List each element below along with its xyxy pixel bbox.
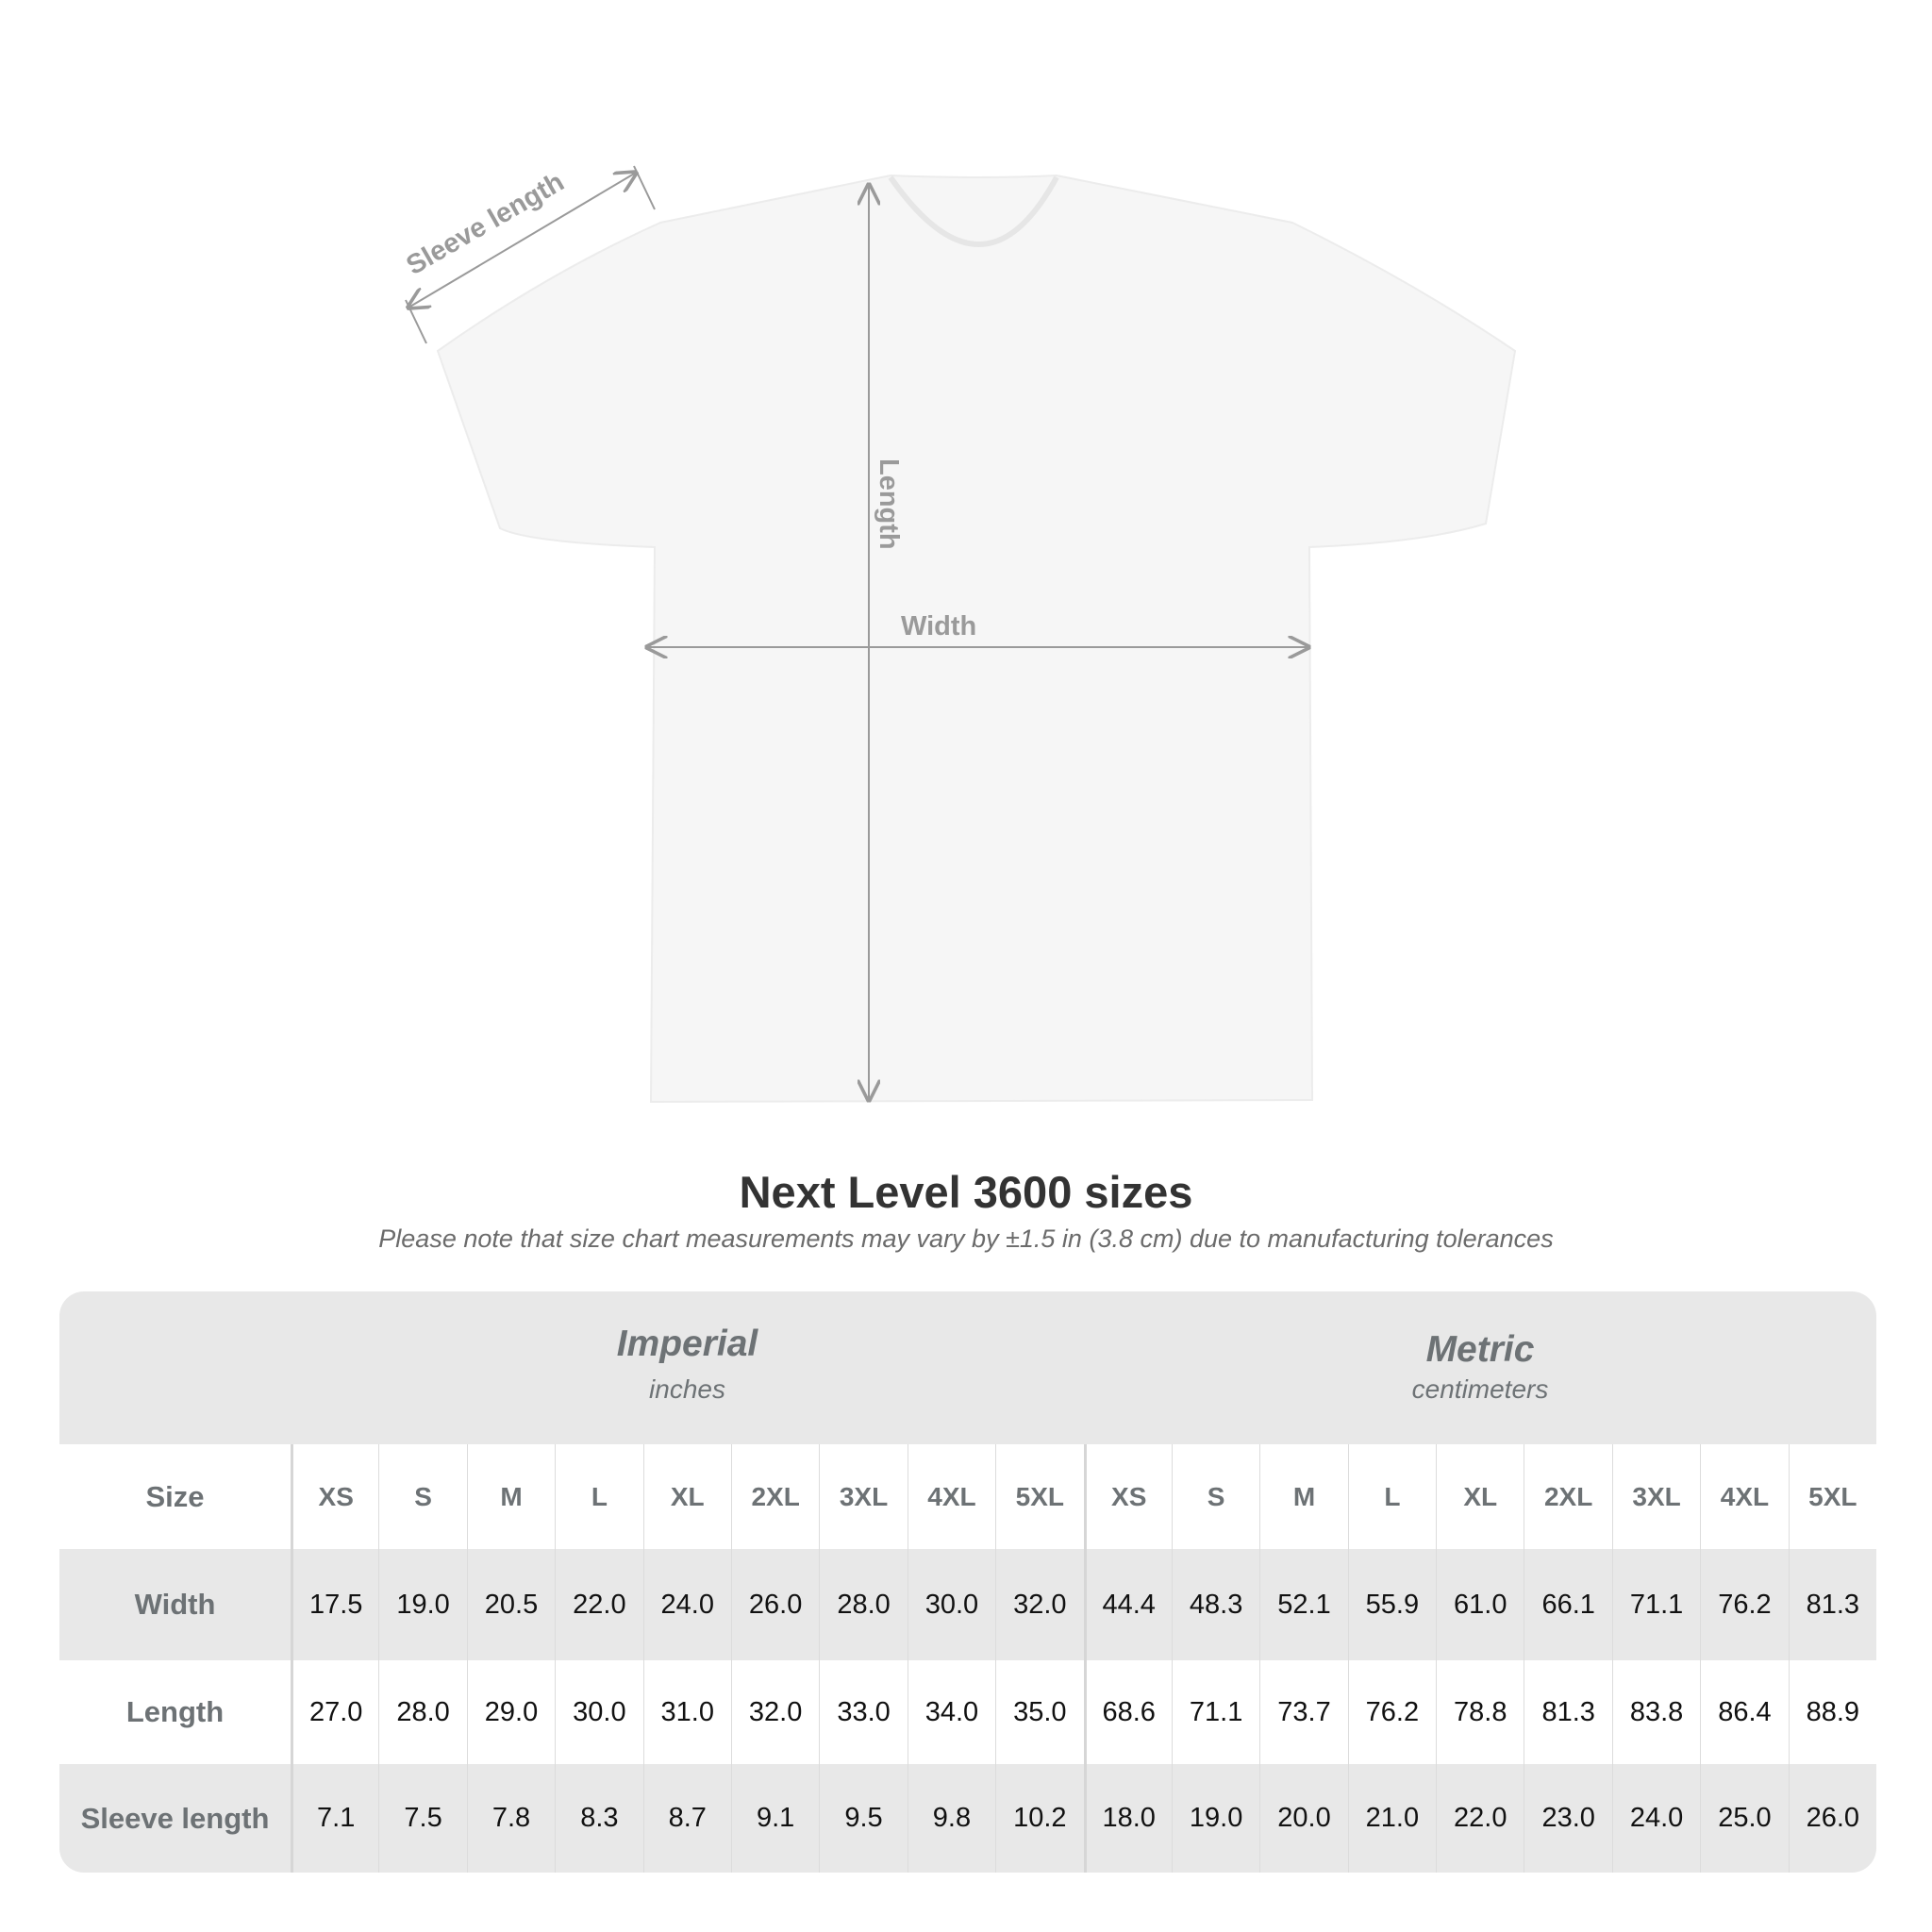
size-header-metric-3xl: 3XL: [1611, 1444, 1700, 1549]
value-cell-imperial: 7.5: [378, 1764, 466, 1873]
value-cell-metric: 23.0: [1524, 1764, 1611, 1873]
value-cell-metric: 66.1: [1524, 1549, 1611, 1660]
value-cell-metric: 81.3: [1524, 1660, 1611, 1764]
table-row: Length 27.0 28.0 29.0 30.0 31.0 32.0 33.0 34.0 35…: [59, 1660, 1876, 1764]
value-cell-imperial: 7.8: [466, 1764, 555, 1873]
value-cell-metric: 26.0: [1788, 1764, 1876, 1873]
width-label: Width: [901, 611, 976, 641]
value-cell-metric: 44.4: [1083, 1549, 1172, 1660]
value-cell-imperial: 24.0: [642, 1549, 731, 1660]
value-cell-imperial: 10.2: [995, 1764, 1083, 1873]
value-cell-imperial: 9.8: [907, 1764, 995, 1873]
size-header-metric-5xl: 5XL: [1788, 1444, 1876, 1549]
imperial-header: Imperial inches: [291, 1291, 1084, 1444]
value-cell-imperial: 35.0: [995, 1660, 1083, 1764]
size-header-metric-xl: XL: [1436, 1444, 1524, 1549]
value-cell-metric: 76.2: [1700, 1549, 1788, 1660]
page-title: Next Level 3600 sizes: [739, 1167, 1193, 1217]
value-cell-imperial: 32.0: [995, 1549, 1083, 1660]
value-cell-metric: 19.0: [1171, 1764, 1259, 1873]
size-header-metric-2xl: 2XL: [1524, 1444, 1611, 1549]
table-row: Width 17.5 19.0 20.5 22.0 24.0 26.0 28.0 30.0 32.…: [59, 1549, 1876, 1660]
value-cell-imperial: 33.0: [819, 1660, 907, 1764]
value-cell-imperial: 20.5: [466, 1549, 555, 1660]
value-cell-metric: 25.0: [1700, 1764, 1788, 1873]
sleeve-tick: [405, 299, 427, 344]
value-cell-imperial: 30.0: [555, 1660, 642, 1764]
value-cell-imperial: 9.5: [819, 1764, 907, 1873]
size-header-metric-s: S: [1171, 1444, 1259, 1549]
value-cell-imperial: 32.0: [730, 1660, 819, 1764]
table-row: Sleeve length 7.1 7.5 7.8 8.3 8.7 9.1 9.5 9.8 10.…: [59, 1764, 1876, 1873]
size-header-imperial-xl: XL: [642, 1444, 731, 1549]
sleeve-arrow: [408, 173, 636, 308]
value-cell-imperial: 8.3: [555, 1764, 642, 1873]
value-cell-imperial: 34.0: [907, 1660, 995, 1764]
size-header-metric-m: M: [1259, 1444, 1347, 1549]
tshirt-collar: [888, 175, 1059, 247]
size-header-imperial-4xl: 4XL: [907, 1444, 995, 1549]
size-row: Size XS S M L XL 2XL 3XL 4XL 5XL XS S M L XL 2XL 3XL 4XL…: [59, 1444, 1876, 1549]
sleeve-tick: [633, 165, 656, 210]
value-cell-metric: 76.2: [1347, 1660, 1436, 1764]
metric-unit: centimeters: [1411, 1374, 1549, 1404]
imperial-title: Imperial: [616, 1324, 758, 1364]
size-header-imperial-5xl: 5XL: [995, 1444, 1083, 1549]
value-cell-metric: 20.0: [1259, 1764, 1347, 1873]
value-cell-metric: 83.8: [1611, 1660, 1700, 1764]
value-cell-imperial: 22.0: [555, 1549, 642, 1660]
tolerance-note: Please note that size chart measurements…: [378, 1224, 1554, 1253]
value-cell-imperial: 28.0: [378, 1660, 466, 1764]
row-label: Width: [134, 1588, 216, 1621]
value-cell-metric: 78.8: [1436, 1660, 1524, 1764]
value-cell-imperial: 31.0: [642, 1660, 731, 1764]
value-cell-metric: 52.1: [1259, 1549, 1347, 1660]
value-cell-metric: 71.1: [1611, 1549, 1700, 1660]
size-header-imperial-xs: XS: [291, 1444, 378, 1549]
size-header-imperial-m: M: [466, 1444, 555, 1549]
value-cell-imperial: 8.7: [642, 1764, 731, 1873]
value-cell-metric: 68.6: [1083, 1660, 1172, 1764]
value-cell-metric: 88.9: [1788, 1660, 1876, 1764]
sleeve-length-label: Sleeve length: [402, 167, 570, 281]
size-header-metric-xs: XS: [1083, 1444, 1172, 1549]
metric-title: Metric: [1425, 1329, 1535, 1370]
row-label: Sleeve length: [80, 1801, 270, 1835]
value-cell-metric: 24.0: [1611, 1764, 1700, 1873]
size-header-imperial-3xl: 3XL: [819, 1444, 907, 1549]
size-header-imperial-2xl: 2XL: [730, 1444, 819, 1549]
row-label: Length: [125, 1695, 225, 1728]
value-cell-metric: 21.0: [1347, 1764, 1436, 1873]
value-cell-metric: 61.0: [1436, 1549, 1524, 1660]
value-cell-imperial: 7.1: [291, 1764, 378, 1873]
size-header-imperial-l: L: [555, 1444, 642, 1549]
value-cell-imperial: 30.0: [907, 1549, 995, 1660]
size-header-metric-4xl: 4XL: [1700, 1444, 1788, 1549]
size-header-imperial-s: S: [378, 1444, 466, 1549]
value-cell-metric: 81.3: [1788, 1549, 1876, 1660]
value-cell-metric: 18.0: [1083, 1764, 1172, 1873]
tshirt-diagram: Sleeve length Length Width: [402, 165, 1517, 1104]
length-label: Length: [874, 458, 904, 550]
value-cell-metric: 73.7: [1259, 1660, 1347, 1764]
value-cell-metric: 22.0: [1436, 1764, 1524, 1873]
value-cell-metric: 48.3: [1171, 1549, 1259, 1660]
value-cell-imperial: 29.0: [466, 1660, 555, 1764]
value-cell-imperial: 28.0: [819, 1549, 907, 1660]
size-table: Imperial inches Metric centimeters Size …: [59, 1291, 1876, 1873]
value-cell-imperial: 26.0: [730, 1549, 819, 1660]
imperial-unit: inches: [649, 1374, 725, 1404]
value-cell-metric: 55.9: [1347, 1549, 1436, 1660]
value-cell-imperial: 27.0: [291, 1660, 378, 1764]
value-cell-imperial: 9.1: [730, 1764, 819, 1873]
metric-header: Metric centimeters: [1084, 1291, 1876, 1444]
value-cell-imperial: 19.0: [378, 1549, 466, 1660]
value-cell-metric: 86.4: [1700, 1660, 1788, 1764]
value-cell-metric: 71.1: [1171, 1660, 1259, 1764]
value-cell-imperial: 17.5: [291, 1549, 378, 1660]
size-header-metric-l: L: [1347, 1444, 1436, 1549]
size-label: Size: [145, 1479, 205, 1513]
